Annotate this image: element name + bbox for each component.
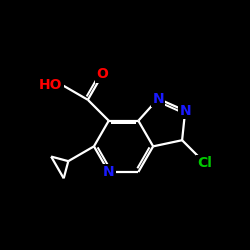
Text: HO: HO <box>39 78 62 92</box>
Text: N: N <box>180 104 191 118</box>
Text: Cl: Cl <box>198 156 212 170</box>
Text: N: N <box>152 92 164 106</box>
Text: N: N <box>103 165 115 179</box>
Text: O: O <box>97 67 108 81</box>
